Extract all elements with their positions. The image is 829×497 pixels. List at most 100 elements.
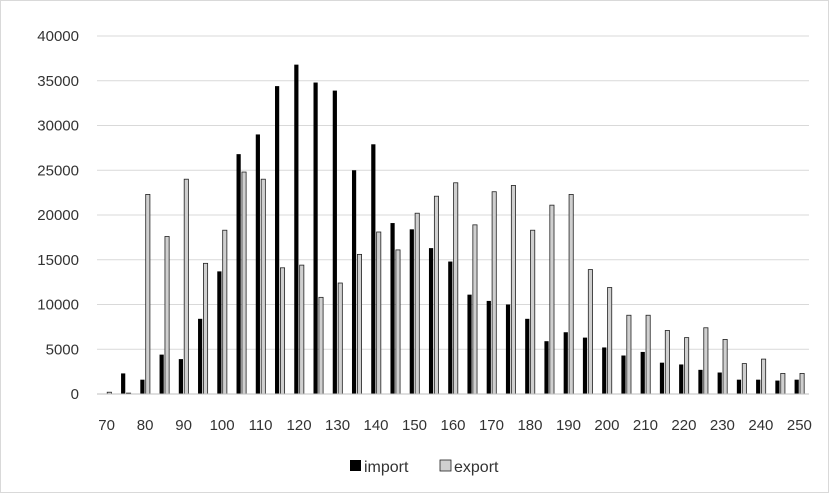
bar-export-100 xyxy=(222,229,228,395)
x-tick-label: 110 xyxy=(249,417,273,434)
x-tick-label: 160 xyxy=(440,417,465,434)
legend-label-export: export xyxy=(454,459,499,476)
x-tick-label: 170 xyxy=(479,417,504,434)
bar-import-140 xyxy=(371,144,376,394)
x-tick-label: 150 xyxy=(402,417,427,434)
bar-import-85 xyxy=(159,354,164,394)
bar-import-135 xyxy=(351,170,357,394)
bar-export-120 xyxy=(299,264,305,395)
bar-import-110 xyxy=(255,134,260,394)
bar-import-170 xyxy=(486,300,491,394)
bar-export-235 xyxy=(741,363,747,395)
legend-swatch-export xyxy=(439,459,452,472)
x-tick-label: 140 xyxy=(364,417,389,434)
x-tick-label: 90 xyxy=(175,417,192,434)
bar-import-195 xyxy=(582,337,588,394)
bar-import-200 xyxy=(602,347,607,394)
bar-import-95 xyxy=(198,318,203,394)
bar-import-155 xyxy=(428,248,434,394)
bar-import-75 xyxy=(121,373,126,394)
bar-export-160 xyxy=(453,182,459,395)
bar-export-210 xyxy=(645,314,651,395)
bar-import-80 xyxy=(140,379,145,394)
bar-export-175 xyxy=(510,185,516,395)
bar-import-115 xyxy=(275,86,280,395)
bar-export-90 xyxy=(183,178,189,395)
x-tick-label: 100 xyxy=(210,417,235,434)
bar-export-150 xyxy=(414,212,420,395)
y-tick-label: 5000 xyxy=(46,341,79,358)
legend-label-import: import xyxy=(364,459,409,476)
bar-import-220 xyxy=(679,364,684,394)
y-tick-label: 10000 xyxy=(37,297,79,314)
bar-import-205 xyxy=(621,355,626,394)
x-tick-label: 230 xyxy=(710,417,735,434)
bar-export-250 xyxy=(799,373,805,395)
bar-import-150 xyxy=(409,229,414,394)
bar-export-125 xyxy=(318,296,324,395)
bar-export-85 xyxy=(164,236,170,395)
y-tick-label: 15000 xyxy=(37,252,79,269)
x-tick-label: 240 xyxy=(748,417,773,434)
bar-export-170 xyxy=(491,191,497,395)
x-tick-label: 220 xyxy=(671,417,696,434)
x-tick-label: 120 xyxy=(287,417,312,434)
bar-export-205 xyxy=(626,314,632,395)
bar-import-165 xyxy=(467,294,472,394)
bar-export-145 xyxy=(395,249,401,395)
bar-export-95 xyxy=(203,262,209,395)
x-tick-label: 70 xyxy=(98,417,115,434)
bar-import-160 xyxy=(448,261,453,394)
bar-export-225 xyxy=(703,327,709,395)
bars xyxy=(106,64,805,395)
x-tick-label: 180 xyxy=(517,417,542,434)
x-tick-label: 210 xyxy=(633,417,658,434)
bar-import-125 xyxy=(313,82,318,394)
y-tick-label: 20000 xyxy=(37,207,79,224)
y-tick-label: 25000 xyxy=(37,162,79,179)
legend: import export xyxy=(350,459,499,476)
bar-export-110 xyxy=(260,178,266,395)
bar-export-115 xyxy=(280,267,286,395)
x-tick-label: 190 xyxy=(556,417,581,434)
bar-import-250 xyxy=(794,379,799,394)
bar-import-120 xyxy=(294,64,299,394)
bar-export-155 xyxy=(433,195,439,395)
bar-import-180 xyxy=(525,318,530,394)
bar-import-210 xyxy=(640,351,645,394)
bar-import-145 xyxy=(390,223,395,394)
y-tick-label: 40000 xyxy=(37,28,79,45)
x-tick-label: 80 xyxy=(137,417,154,434)
bar-export-105 xyxy=(241,171,247,395)
gridlines xyxy=(97,35,809,350)
bar-export-130 xyxy=(337,282,343,395)
bar-export-140 xyxy=(376,231,382,395)
bar-export-185 xyxy=(549,204,555,395)
bar-export-230 xyxy=(722,339,728,395)
x-tick-label: 130 xyxy=(325,417,350,434)
bar-import-175 xyxy=(505,304,511,394)
bar-export-220 xyxy=(684,337,690,395)
bar-import-185 xyxy=(544,341,549,394)
bar-export-200 xyxy=(607,287,613,395)
bar-import-105 xyxy=(236,154,241,394)
bar-import-240 xyxy=(756,379,761,394)
bar-import-100 xyxy=(217,271,222,394)
bar-import-225 xyxy=(698,369,703,394)
x-tick-label: 200 xyxy=(594,417,619,434)
y-axis-tick-labels: 0 5000 10000 15000 20000 25000 30000 35000 40000 xyxy=(37,28,79,403)
bar-import-90 xyxy=(178,359,183,394)
bar-export-180 xyxy=(530,229,536,395)
bar-export-240 xyxy=(761,358,767,395)
bar-import-245 xyxy=(775,380,780,394)
x-tick-label: 250 xyxy=(787,417,812,434)
y-tick-label: 35000 xyxy=(37,73,79,90)
bar-export-80 xyxy=(145,194,151,395)
bar-export-195 xyxy=(587,269,593,395)
bar-export-215 xyxy=(664,330,670,395)
bar-export-135 xyxy=(356,253,362,395)
bar-export-245 xyxy=(780,373,786,395)
legend-swatch-import xyxy=(350,460,361,471)
